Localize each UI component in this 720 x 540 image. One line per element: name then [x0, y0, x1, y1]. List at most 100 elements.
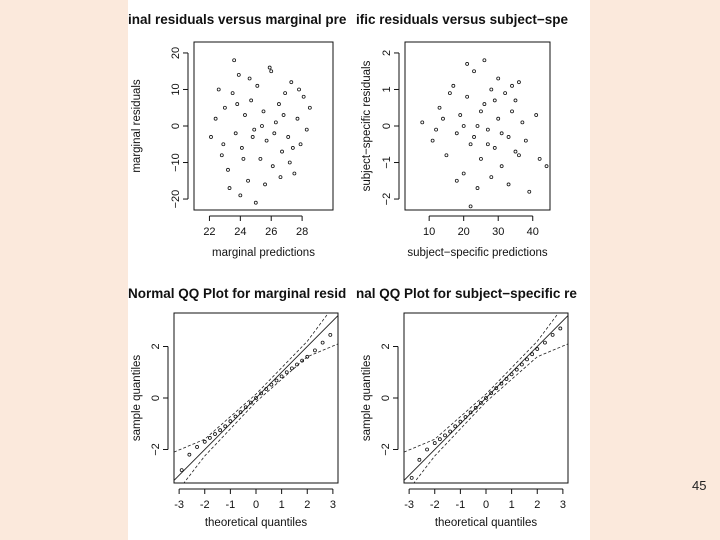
- plot-area: [404, 313, 568, 483]
- data-point: [230, 91, 235, 96]
- data-point: [289, 80, 294, 85]
- data-point: [219, 153, 224, 158]
- y-tick-label: 1: [381, 86, 393, 92]
- data-point: [475, 186, 480, 190]
- data-point: [270, 164, 275, 169]
- y-tick-label: 10: [170, 83, 182, 95]
- y-tick-label: −10: [170, 153, 182, 172]
- data-point: [534, 113, 539, 117]
- data-point: [235, 102, 240, 106]
- data-point: [298, 142, 303, 147]
- data-point: [243, 113, 247, 117]
- data-point: [478, 400, 483, 405]
- data-point: [286, 135, 291, 139]
- data-point: [233, 414, 238, 419]
- data-point: [530, 352, 535, 357]
- data-point: [253, 200, 258, 205]
- data-point: [517, 153, 521, 158]
- x-tick-label: 0: [483, 499, 489, 511]
- y-tick-label: −1: [381, 156, 393, 169]
- chart-title: Normal QQ Plot for marginal resid: [128, 286, 346, 301]
- data-point: [510, 83, 514, 88]
- x-tick-label: 28: [296, 226, 308, 238]
- y-tick-label: 2: [381, 50, 393, 56]
- data-point: [202, 439, 207, 444]
- data-point: [238, 410, 243, 415]
- data-point: [523, 138, 528, 143]
- data-point: [259, 391, 264, 396]
- qq-reference-line: [174, 315, 338, 481]
- y-tick-label: 0: [150, 395, 162, 401]
- data-point: [472, 69, 476, 74]
- chart-4: nal QQ Plot for subject−specific re -3 -2 -…: [356, 286, 577, 529]
- data-point: [238, 193, 243, 198]
- data-point: [295, 116, 300, 121]
- data-point: [499, 131, 504, 136]
- data-point: [300, 358, 305, 363]
- data-point: [514, 367, 519, 372]
- data-point: [290, 146, 295, 150]
- data-point: [537, 156, 542, 161]
- data-point: [305, 354, 310, 359]
- data-point: [246, 178, 250, 183]
- data-point: [475, 124, 480, 128]
- data-point: [506, 182, 511, 187]
- data-point: [544, 164, 549, 169]
- plot-frame: [404, 41, 551, 211]
- qq-upper-band: [174, 313, 329, 453]
- data-point: [409, 475, 414, 480]
- x-axis-label: subject−specific predictions: [407, 247, 548, 259]
- data-point: [328, 332, 333, 337]
- data-point: [513, 149, 518, 154]
- data-point: [273, 120, 278, 125]
- data-point: [458, 113, 463, 117]
- data-point: [267, 65, 272, 70]
- y-tick-label: 0: [381, 123, 393, 129]
- qq-lower-band: [183, 343, 338, 483]
- data-point: [520, 120, 525, 125]
- data-point: [504, 377, 509, 381]
- x-tick-label: 30: [492, 226, 504, 238]
- y-axis-label: sample quantiles: [131, 355, 143, 442]
- qq-reference-line: [404, 315, 568, 481]
- y-tick-label: 0: [170, 123, 182, 129]
- data-point: [287, 160, 292, 165]
- x-tick-label: 1: [509, 499, 515, 511]
- data-point: [264, 387, 269, 391]
- x-axis-label: theoretical quantiles: [435, 517, 538, 529]
- y-tick-label: 20: [170, 47, 182, 59]
- data-point: [297, 87, 301, 92]
- data-point: [280, 149, 284, 154]
- data-point: [492, 146, 497, 150]
- y-tick-label: −2: [380, 443, 392, 456]
- data-point: [454, 178, 459, 183]
- y-tick-label: 0: [380, 395, 392, 401]
- chart-3: Normal QQ Plot for marginal resid -3 -2 -1 0…: [128, 286, 346, 529]
- data-point: [473, 405, 478, 410]
- data-point: [543, 340, 547, 345]
- y-tick-label: 2: [150, 343, 162, 349]
- data-point: [489, 175, 494, 180]
- data-point: [420, 120, 425, 125]
- data-point: [249, 98, 254, 103]
- x-tick-label: 2: [304, 499, 310, 511]
- data-point: [252, 127, 257, 132]
- plot-frame: [173, 312, 339, 484]
- data-point: [258, 156, 263, 161]
- plot-frame: [193, 41, 334, 211]
- data-point: [233, 131, 238, 136]
- data-point: [207, 436, 212, 440]
- data-point: [179, 468, 184, 473]
- data-point: [228, 419, 233, 424]
- data-point: [482, 102, 487, 106]
- data-point: [441, 116, 445, 121]
- x-tick-label: 22: [203, 226, 215, 238]
- data-point: [437, 437, 442, 442]
- data-point: [527, 189, 532, 194]
- data-point: [503, 91, 508, 96]
- data-point: [448, 429, 453, 434]
- data-point: [437, 105, 442, 110]
- data-point: [250, 135, 255, 139]
- data-point: [307, 105, 312, 110]
